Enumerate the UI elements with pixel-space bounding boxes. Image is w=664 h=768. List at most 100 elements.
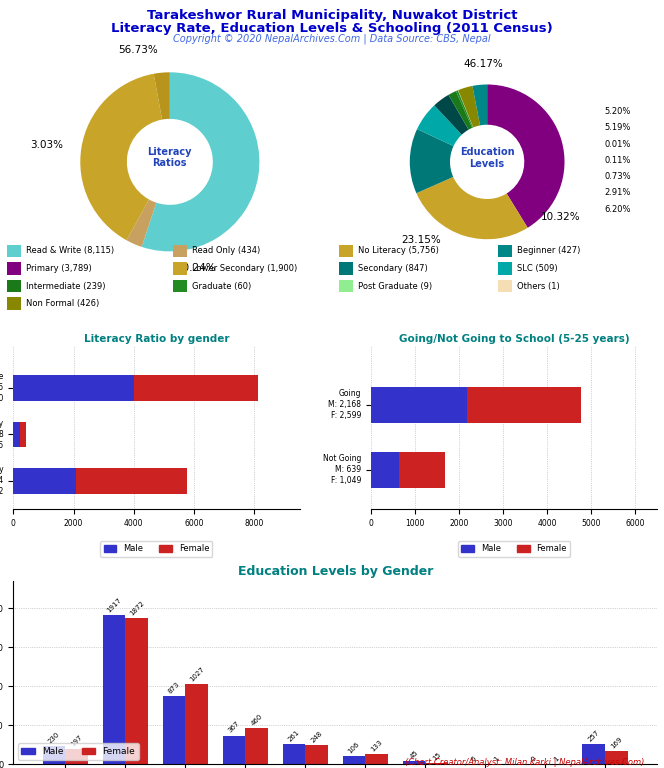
Text: 45: 45: [409, 749, 419, 760]
Bar: [339, 280, 353, 293]
Text: 5.19%: 5.19%: [605, 124, 631, 132]
Bar: [343, 756, 365, 764]
Legend: Male, Female: Male, Female: [18, 743, 139, 760]
Wedge shape: [417, 105, 461, 146]
Bar: [76, 468, 187, 494]
Text: 197: 197: [70, 733, 84, 747]
Text: Read Only (434): Read Only (434): [192, 247, 260, 255]
Text: 3.03%: 3.03%: [30, 141, 63, 151]
Text: 5.20%: 5.20%: [605, 107, 631, 116]
Text: 133: 133: [370, 739, 384, 753]
Bar: [222, 736, 245, 764]
Text: 2.91%: 2.91%: [605, 188, 631, 197]
Bar: [13, 422, 20, 447]
Text: 46.17%: 46.17%: [463, 59, 503, 69]
Bar: [371, 386, 467, 422]
Text: 873: 873: [167, 681, 181, 695]
Text: Copyright © 2020 NepalArchives.Com | Data Source: CBS, Nepal: Copyright © 2020 NepalArchives.Com | Dat…: [173, 34, 491, 45]
Text: 56.73%: 56.73%: [119, 45, 159, 55]
Text: Beginner (427): Beginner (427): [517, 247, 581, 255]
Text: Secondary (847): Secondary (847): [358, 264, 428, 273]
Wedge shape: [448, 91, 472, 130]
Wedge shape: [434, 94, 469, 134]
Text: 1872: 1872: [128, 600, 145, 617]
Bar: [498, 262, 512, 275]
Text: 10.32%: 10.32%: [541, 212, 580, 222]
Text: 367: 367: [227, 720, 241, 734]
Text: 460: 460: [250, 713, 264, 727]
Title: Literacy Ratio by gender: Literacy Ratio by gender: [84, 334, 229, 344]
Bar: [402, 760, 426, 764]
Text: Others (1): Others (1): [517, 282, 560, 290]
Wedge shape: [127, 200, 156, 247]
Text: 261: 261: [287, 729, 301, 743]
Text: 23.15%: 23.15%: [402, 235, 442, 245]
Bar: [282, 744, 305, 764]
Bar: [305, 745, 328, 764]
Bar: [42, 746, 65, 764]
Bar: [365, 754, 388, 764]
Bar: [173, 244, 187, 257]
Wedge shape: [416, 177, 528, 239]
Text: 106: 106: [347, 740, 361, 754]
Text: Literacy Rate, Education Levels & Schooling (2011 Census): Literacy Rate, Education Levels & School…: [111, 22, 553, 35]
Text: 0.11%: 0.11%: [605, 156, 631, 165]
Bar: [498, 280, 512, 293]
Text: Graduate (60): Graduate (60): [192, 282, 252, 290]
Text: 1: 1: [553, 755, 560, 763]
Wedge shape: [153, 72, 170, 120]
Text: Intermediate (239): Intermediate (239): [26, 282, 106, 290]
Wedge shape: [458, 86, 480, 127]
Text: Non Formal (426): Non Formal (426): [26, 300, 100, 308]
Text: 6: 6: [470, 755, 477, 763]
Text: 1: 1: [493, 755, 501, 763]
Bar: [467, 386, 581, 422]
Bar: [371, 452, 399, 488]
Text: 0.73%: 0.73%: [605, 172, 631, 181]
Wedge shape: [487, 84, 564, 228]
Text: Literacy
Ratios: Literacy Ratios: [147, 147, 192, 168]
Text: 6.20%: 6.20%: [605, 204, 631, 214]
Bar: [7, 280, 21, 293]
Bar: [7, 297, 21, 310]
Bar: [339, 262, 353, 275]
Wedge shape: [410, 129, 454, 194]
Text: No Literacy (5,756): No Literacy (5,756): [358, 247, 439, 255]
Legend: Male, Female: Male, Female: [458, 541, 570, 557]
Text: 230: 230: [47, 731, 61, 745]
Bar: [20, 422, 27, 447]
Text: (Chart Creator/Analyst: Milan Karki | NepalArchives.Com): (Chart Creator/Analyst: Milan Karki | Ne…: [404, 758, 644, 767]
Title: Going/Not Going to School (5-25 years): Going/Not Going to School (5-25 years): [399, 334, 629, 344]
Bar: [498, 244, 512, 257]
Bar: [185, 684, 208, 764]
Bar: [13, 375, 134, 401]
Bar: [65, 749, 88, 764]
Wedge shape: [458, 90, 473, 127]
Wedge shape: [141, 72, 260, 251]
Bar: [173, 262, 187, 275]
Text: Education
Levels: Education Levels: [460, 147, 515, 169]
Bar: [102, 614, 125, 764]
Text: Tarakeshwor Rural Municipality, Nuwakot District: Tarakeshwor Rural Municipality, Nuwakot …: [147, 9, 517, 22]
Wedge shape: [472, 84, 487, 125]
Text: 1027: 1027: [189, 666, 205, 683]
Text: 169: 169: [610, 736, 623, 750]
Bar: [7, 262, 21, 275]
Bar: [399, 452, 446, 488]
Text: SLC (509): SLC (509): [517, 264, 558, 273]
Bar: [173, 280, 187, 293]
Text: 40.24%: 40.24%: [177, 263, 216, 273]
Wedge shape: [80, 74, 162, 240]
Title: Education Levels by Gender: Education Levels by Gender: [238, 565, 433, 578]
Bar: [426, 763, 448, 764]
Text: 15: 15: [432, 751, 442, 762]
Bar: [606, 751, 628, 764]
Wedge shape: [458, 90, 473, 127]
Text: Lower Secondary (1,900): Lower Secondary (1,900): [192, 264, 297, 273]
Text: Read & Write (8,115): Read & Write (8,115): [26, 247, 114, 255]
Bar: [245, 728, 268, 764]
Text: 248: 248: [310, 730, 323, 743]
Bar: [582, 744, 606, 764]
Bar: [163, 696, 185, 764]
Text: Post Graduate (9): Post Graduate (9): [358, 282, 432, 290]
